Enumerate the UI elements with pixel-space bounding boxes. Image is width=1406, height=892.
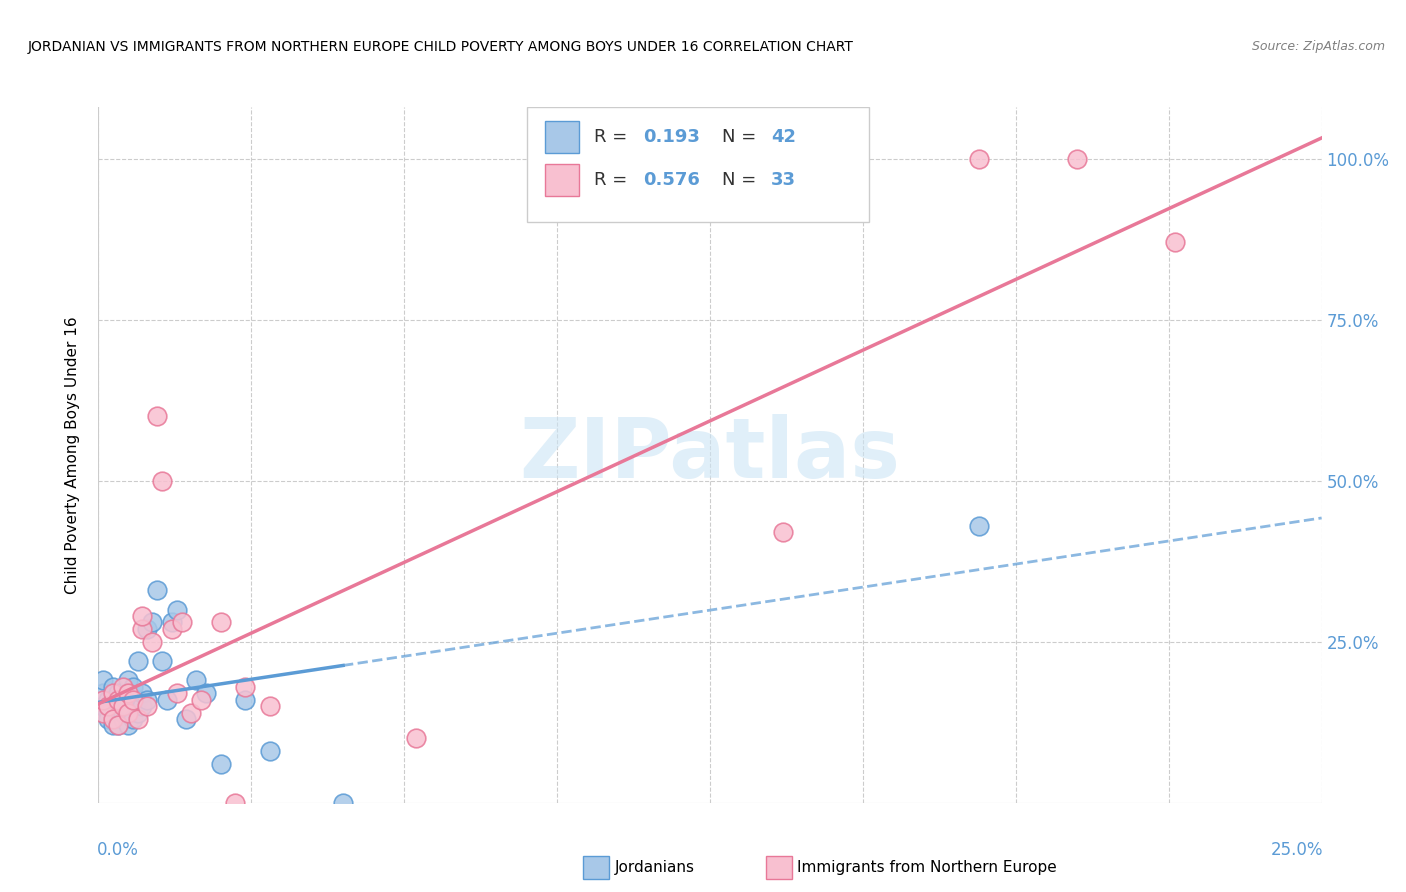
Point [117, 699, 139, 714]
Point [131, 622, 153, 636]
Point [117, 686, 139, 700]
Point [209, 757, 232, 772]
Text: 42: 42 [772, 128, 796, 146]
Point [101, 680, 124, 694]
Point [259, 699, 281, 714]
Point [131, 686, 153, 700]
Point [136, 699, 159, 714]
Point [111, 680, 134, 694]
Point [141, 634, 163, 648]
Point [101, 712, 124, 726]
Point [131, 609, 153, 624]
Point [127, 654, 149, 668]
Point [127, 692, 149, 706]
Point [967, 152, 990, 166]
Point [117, 673, 139, 688]
Y-axis label: Child Poverty Among Boys Under 16: Child Poverty Among Boys Under 16 [65, 316, 80, 594]
Point [107, 718, 129, 732]
Text: 25.0%: 25.0% [1271, 841, 1323, 859]
Point [107, 718, 129, 732]
Point [772, 525, 794, 540]
Point [91, 692, 114, 706]
Text: JORDANIAN VS IMMIGRANTS FROM NORTHERN EUROPE CHILD POVERTY AMONG BOYS UNDER 16 C: JORDANIAN VS IMMIGRANTS FROM NORTHERN EU… [28, 40, 853, 54]
Point [233, 680, 256, 694]
Text: R =: R = [593, 128, 633, 146]
Point [405, 731, 427, 746]
Point [146, 409, 169, 424]
Point [150, 654, 173, 668]
Point [91, 673, 114, 688]
Text: Immigrants from Northern Europe: Immigrants from Northern Europe [797, 861, 1057, 875]
Text: 33: 33 [772, 171, 796, 189]
Text: R =: R = [593, 171, 633, 189]
Point [1164, 235, 1187, 250]
Point [176, 712, 198, 726]
Point [101, 718, 124, 732]
Point [97, 699, 120, 714]
Point [141, 615, 163, 630]
Point [101, 699, 124, 714]
Point [233, 692, 256, 706]
Text: Jordanians: Jordanians [614, 861, 695, 875]
Point [107, 692, 129, 706]
Point [107, 686, 129, 700]
Point [224, 796, 246, 810]
Point [111, 692, 134, 706]
Point [160, 615, 183, 630]
Point [111, 706, 134, 720]
Text: Source: ZipAtlas.com: Source: ZipAtlas.com [1251, 40, 1385, 54]
Text: N =: N = [723, 128, 762, 146]
Point [160, 622, 183, 636]
Bar [546, 164, 579, 195]
Text: ZIPatlas: ZIPatlas [520, 415, 900, 495]
Point [332, 796, 354, 810]
Point [91, 706, 114, 720]
Point [97, 692, 120, 706]
Point [259, 744, 281, 758]
Point [97, 712, 120, 726]
Point [146, 583, 169, 598]
Point [91, 686, 114, 700]
Point [121, 712, 143, 726]
Point [156, 692, 179, 706]
Text: N =: N = [723, 171, 762, 189]
Point [967, 518, 990, 533]
Point [127, 712, 149, 726]
Text: 0.576: 0.576 [643, 171, 700, 189]
Point [186, 673, 208, 688]
Text: 0.0%: 0.0% [97, 841, 139, 859]
Point [101, 686, 124, 700]
FancyBboxPatch shape [526, 107, 869, 222]
Point [101, 692, 124, 706]
Text: 0.193: 0.193 [643, 128, 700, 146]
Point [190, 692, 212, 706]
Point [117, 718, 139, 732]
Point [166, 602, 188, 616]
Point [1066, 152, 1088, 166]
Point [209, 615, 232, 630]
Point [121, 692, 143, 706]
Point [136, 692, 159, 706]
Point [117, 706, 139, 720]
Point [195, 686, 218, 700]
Point [170, 615, 193, 630]
Point [150, 474, 173, 488]
Point [127, 706, 149, 720]
Bar [546, 121, 579, 153]
Point [111, 712, 134, 726]
Point [136, 622, 159, 636]
Point [166, 686, 188, 700]
Point [111, 699, 134, 714]
Point [131, 699, 153, 714]
Point [91, 699, 114, 714]
Point [180, 706, 202, 720]
Point [107, 706, 129, 720]
Point [121, 680, 143, 694]
Point [97, 706, 120, 720]
